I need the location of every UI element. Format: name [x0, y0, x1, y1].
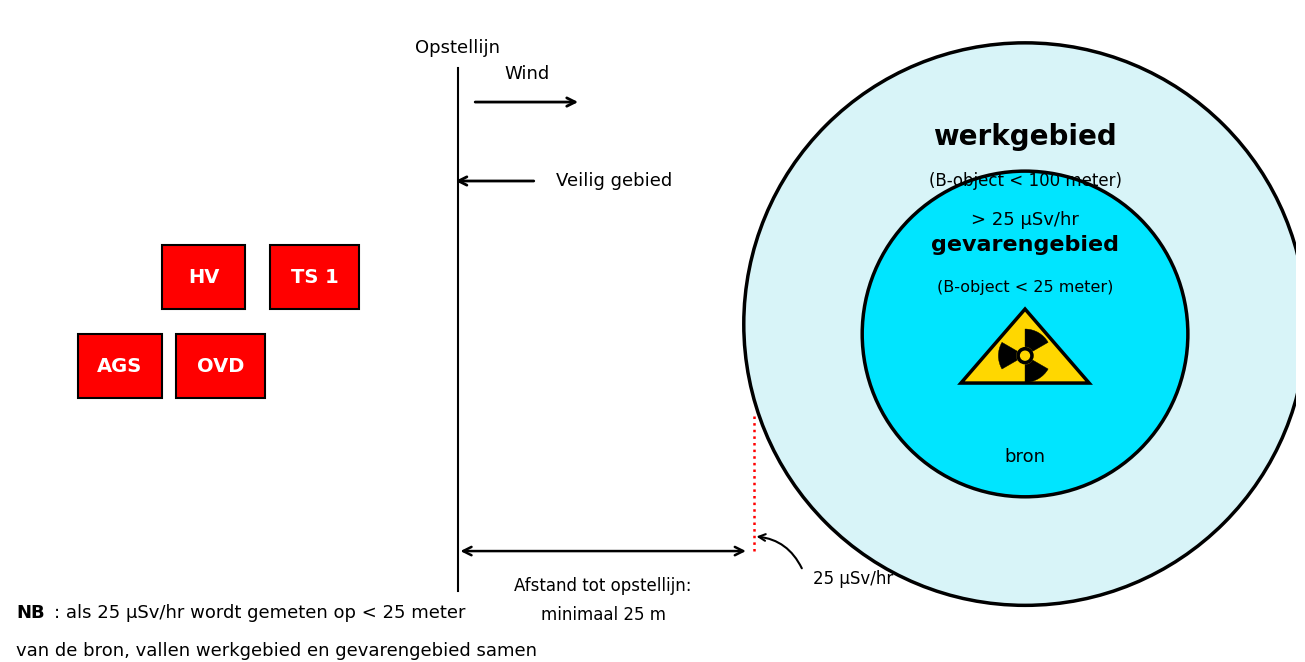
Wedge shape — [1024, 360, 1048, 383]
Text: 25 μSv/hr: 25 μSv/hr — [813, 570, 893, 588]
Text: > 25 μSv/hr: > 25 μSv/hr — [971, 211, 1079, 230]
Wedge shape — [998, 342, 1018, 369]
Text: minimaal 25 m: minimaal 25 m — [540, 606, 666, 624]
Text: bron: bron — [1005, 448, 1045, 466]
Text: AGS: AGS — [97, 357, 142, 375]
Text: Afstand tot opstellijn:: Afstand tot opstellijn: — [514, 577, 692, 594]
Text: Veilig gebied: Veilig gebied — [556, 172, 672, 190]
Polygon shape — [960, 309, 1090, 383]
Text: (B-object < 100 meter): (B-object < 100 meter) — [929, 172, 1121, 190]
Text: OVD: OVD — [197, 357, 244, 375]
Text: gevarengebied: gevarengebied — [930, 235, 1120, 255]
Wedge shape — [1024, 329, 1048, 352]
Circle shape — [863, 171, 1188, 496]
Text: NB: NB — [17, 604, 46, 622]
Circle shape — [1017, 348, 1034, 363]
Text: werkgebied: werkgebied — [933, 122, 1117, 150]
Bar — [162, 245, 245, 309]
Text: HV: HV — [188, 267, 219, 287]
Text: Wind: Wind — [504, 66, 549, 83]
Text: (B-object < 25 meter): (B-object < 25 meter) — [937, 280, 1113, 295]
Bar — [176, 334, 265, 398]
Text: TS 1: TS 1 — [291, 267, 338, 287]
Bar — [270, 245, 359, 309]
Text: : als 25 μSv/hr wordt gemeten op < 25 meter: : als 25 μSv/hr wordt gemeten op < 25 me… — [54, 604, 466, 622]
Text: van de bron, vallen werkgebied en gevarengebied samen: van de bron, vallen werkgebied en gevare… — [17, 641, 538, 660]
Text: Opstellijn: Opstellijn — [415, 39, 500, 57]
Circle shape — [744, 43, 1305, 605]
Bar — [78, 334, 162, 398]
Circle shape — [1021, 352, 1030, 360]
